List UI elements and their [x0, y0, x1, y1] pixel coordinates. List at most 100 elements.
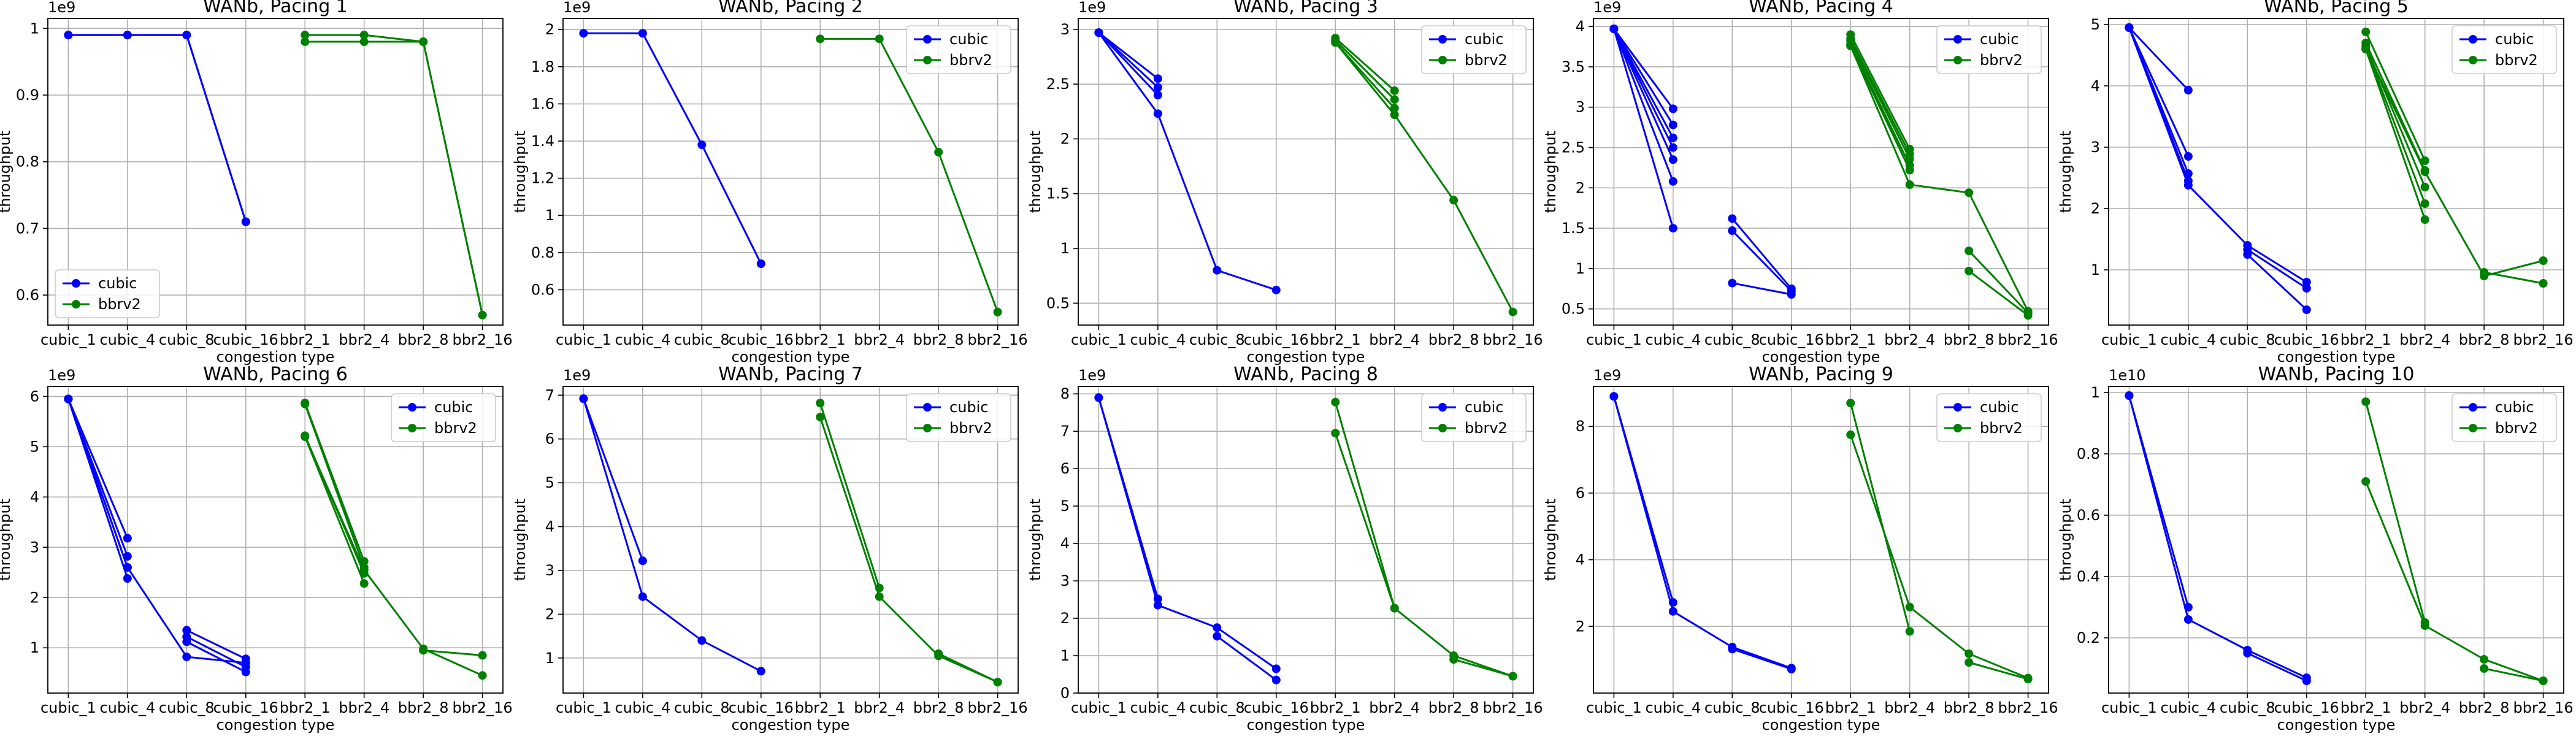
- chart-4-xtick-label-2: cubic_8: [1704, 331, 1760, 348]
- chart-4-cubic-point-6-0: [1609, 25, 1619, 34]
- chart-1-cubic-point-1-1: [123, 31, 132, 40]
- chart-3-bbrv2-point-0-1: [1390, 86, 1399, 95]
- chart-3-cubic-point-0-1: [1153, 74, 1162, 83]
- chart-6-bbrv2-point-5-0: [419, 646, 428, 655]
- chart-4-title: WANb, Pacing 4: [1749, 0, 1893, 17]
- chart-7-cubic-point-1-0: [579, 394, 588, 403]
- chart-8-bbrv2-point-1-1: [1390, 604, 1399, 613]
- chart-9-ytick-label-3: 8: [1576, 418, 1585, 435]
- chart-8-cubic-point-2-1: [1271, 675, 1281, 684]
- chart-6-ytick-label-2: 3: [30, 539, 39, 556]
- chart-10-xtick-label-2: cubic_8: [2220, 699, 2275, 716]
- chart-4-ytick-label-7: 4: [1576, 18, 1585, 35]
- chart-8-legend-bbrv2-label: bbrv2: [1465, 420, 1508, 437]
- chart-3-bbrv2-point-3-2: [1449, 196, 1459, 205]
- chart-8-cubic-line-2: [1216, 635, 1277, 681]
- chart-1-legend-cubic-label: cubic: [98, 275, 137, 292]
- chart-2-legend-box: [906, 25, 1011, 74]
- chart-6-bbrv2-line-5: [423, 649, 483, 657]
- chart-5-title: WANb, Pacing 5: [2264, 0, 2409, 17]
- chart-7-ytick-label-3: 4: [545, 518, 554, 535]
- chart-6-ylabel: throughput: [0, 499, 13, 581]
- chart-6-bbrv2-point-3-1: [359, 579, 369, 588]
- chart-4-ytick-label-3: 2: [1576, 179, 1585, 196]
- chart-10-bbrv2-line-1: [2364, 481, 2544, 682]
- chart-4-xtick-label-7: bbr2_16: [1998, 331, 2058, 348]
- chart-7-bbrv2-point-1-0: [816, 413, 825, 421]
- chart-8-legend-cubic-marker: [1438, 403, 1447, 412]
- chart-6-bbrv2-point-1-0: [301, 399, 310, 408]
- chart-8-cubic-point-1-0: [1094, 393, 1103, 402]
- chart-3-xlabel: congestion type: [1247, 348, 1365, 366]
- chart-3-axes-frame: [1078, 18, 1534, 326]
- chart-4-legend-bbrv2-marker: [1953, 56, 1962, 64]
- chart-8-ytick-label-4: 4: [1060, 535, 1070, 552]
- chart-8-bbrv2-line-1: [1334, 432, 1514, 677]
- chart-5-xtick-label-7: bbr2_16: [2513, 331, 2574, 348]
- chart-4-bbrv2-line-5: [1849, 45, 2029, 312]
- chart-7-ylabel: throughput: [512, 499, 529, 581]
- chart-6-cubic-line-5: [186, 629, 247, 660]
- chart-6-cubic-point-4-2: [182, 652, 191, 661]
- chart-10-ytick-label-0: 0.2: [2077, 629, 2100, 646]
- chart-4-cubic-point-9-1: [1787, 290, 1796, 299]
- chart-9-legend-box: [1936, 393, 2042, 442]
- chart-3-legend-cubic-marker: [1438, 35, 1447, 44]
- chart-9-bbrv2-point-2-0: [1965, 658, 1974, 667]
- chart-5-bbrv2-point-6-0: [2480, 268, 2489, 277]
- chart-3-ytick-label-5: 3: [1060, 21, 1070, 38]
- chart-8-bbrv2-line-0: [1334, 402, 1396, 608]
- chart-4-cubic-point-5-1: [1668, 177, 1677, 186]
- chart-5-bbrv2-point-6-1: [2539, 279, 2548, 288]
- chart-1-ytick-label-3: 0.9: [16, 86, 39, 104]
- chart-3-xtick-label-7: bbr2_16: [1483, 331, 1543, 348]
- chart-1-bbrv2-point-1-1: [359, 37, 369, 47]
- chart-6-bbrv2-line-1: [304, 404, 366, 568]
- chart-7-bbrv2-point-0-0: [816, 399, 825, 408]
- chart-3-legend-bbrv2-marker: [1438, 56, 1447, 64]
- chart-9-cubic-point-2-1: [1787, 664, 1796, 673]
- chart-10-cubic-point-2-1: [2302, 677, 2311, 685]
- chart-7-ytick-label-2: 3: [545, 562, 554, 579]
- chart-5-bbrv2-point-0-0: [2361, 28, 2371, 36]
- chart-9-xlabel: congestion type: [1762, 716, 1880, 734]
- chart-7-cubic-line-0: [582, 398, 644, 561]
- chart-6-xtick-label-5: bbr2_4: [339, 699, 389, 716]
- chart-4-cubic-point-0-1: [1668, 104, 1677, 113]
- chart-4-cubic-line-5: [1612, 28, 1674, 182]
- chart-5-cubic-point-4-0: [2125, 23, 2134, 32]
- chart-4-cubic-point-6-1: [1668, 224, 1677, 233]
- chart-4-legend-bbrv2-label: bbrv2: [1980, 52, 2023, 69]
- chart-1-xtick-label-6: bbr2_8: [398, 331, 449, 348]
- chart-8-ytick-label-6: 6: [1060, 460, 1070, 477]
- chart-6-bbrv2-point-5-1: [478, 651, 487, 660]
- chart-3-xtick-label-6: bbr2_8: [1428, 331, 1479, 348]
- chart-5-bbrv2-point-5-0: [2361, 45, 2371, 53]
- chart-7-xtick-label-7: bbr2_16: [968, 699, 1028, 716]
- chart-8-xtick-label-6: bbr2_8: [1428, 699, 1479, 716]
- chart-8-xtick-label-2: cubic_8: [1189, 699, 1245, 716]
- chart-7-xtick-label-6: bbr2_8: [913, 699, 964, 716]
- chart-4-bbrv2-point-5-0: [1846, 41, 1855, 50]
- chart-6-legend-box: [391, 393, 496, 442]
- chart-3-xtick-label-5: bbr2_4: [1369, 331, 1420, 348]
- chart-5-xtick-label-5: bbr2_4: [2399, 331, 2450, 348]
- chart-5-xtick-label-6: bbr2_8: [2459, 331, 2510, 348]
- chart-5-bbrv2-line-0: [2364, 31, 2426, 161]
- chart-4-ytick-label-4: 2.5: [1562, 139, 1585, 156]
- chart-4-cubic-line-6: [1612, 28, 1674, 229]
- chart-2-ytick-label-5: 1.6: [531, 95, 554, 112]
- chart-9-xtick-label-4: bbr2_1: [1825, 699, 1876, 716]
- chart-8-legend-box: [1421, 393, 1527, 442]
- chart-8-cubic-point-2-0: [1213, 632, 1222, 641]
- chart-7-bbrv2-point-2-0: [934, 649, 943, 658]
- chart-4-ytick-label-1: 1: [1576, 260, 1585, 277]
- chart-5-xtick-label-3: cubic_16: [2274, 331, 2339, 348]
- chart-2-bbrv2-point-0-2: [934, 148, 943, 157]
- chart-4-bbrv2-line-7: [1968, 270, 2029, 316]
- chart-7-legend-bbrv2-marker: [923, 424, 932, 432]
- chart-7-xtick-label-3: cubic_16: [729, 699, 794, 716]
